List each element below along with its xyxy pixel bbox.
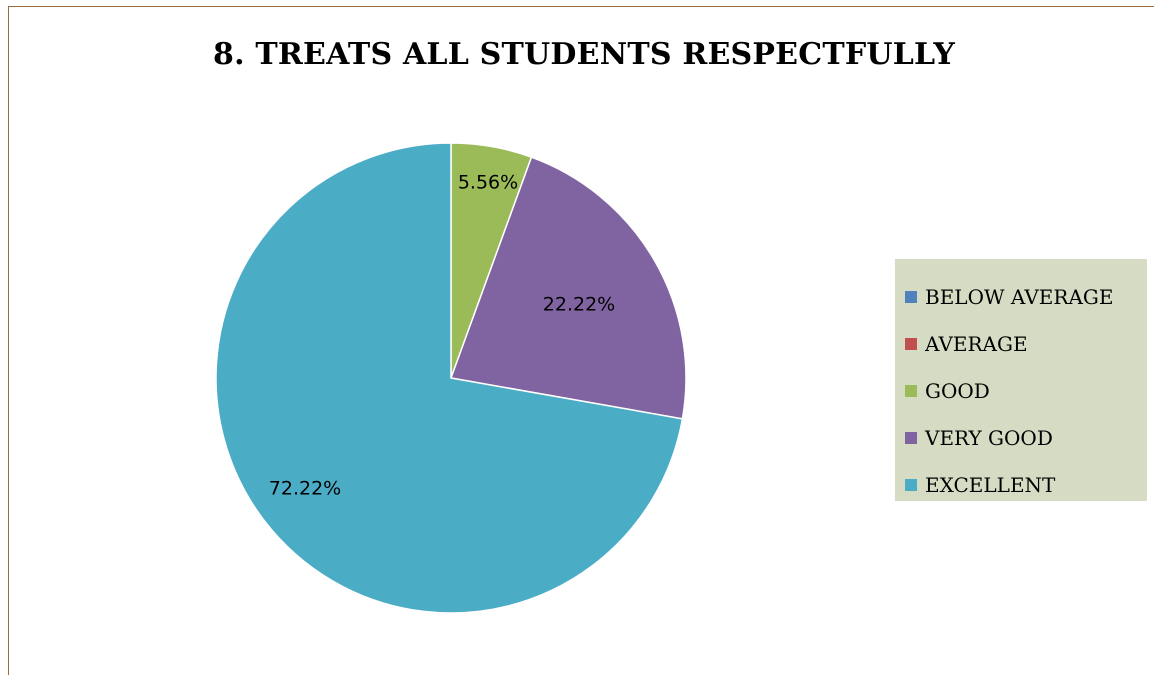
legend-swatch xyxy=(905,431,917,444)
data-label-excellent: 72.22% xyxy=(269,478,341,500)
legend: BELOW AVERAGE AVERAGE GOOD VERY GOOD EXCELLE… xyxy=(895,259,1147,501)
pie-slice-very-good xyxy=(449,156,687,420)
pie-slice-excellent xyxy=(215,142,684,614)
legend-label: BELOW AVERAGE xyxy=(925,284,1114,309)
legend-item-below-average: BELOW AVERAGE xyxy=(905,273,1147,320)
legend-swatch xyxy=(905,384,917,397)
data-label-good: 5.56% xyxy=(458,172,518,194)
legend-item-good: GOOD xyxy=(905,367,1147,414)
legend-item-average: AVERAGE xyxy=(905,320,1147,367)
pie-chart: 5.56% 22.22% 72.22% xyxy=(215,142,687,614)
chart-frame: 8. TREATS ALL STUDENTS RESPECTFULLY 5.56… xyxy=(8,6,1154,675)
legend-label: EXCELLENT xyxy=(925,472,1056,497)
legend-item-excellent: EXCELLENT xyxy=(905,461,1147,508)
data-label-very-good: 22.22% xyxy=(543,294,615,316)
legend-swatch xyxy=(905,478,917,491)
legend-swatch xyxy=(905,337,917,350)
chart-title: 8. TREATS ALL STUDENTS RESPECTFULLY xyxy=(213,37,955,72)
legend-item-very-good: VERY GOOD xyxy=(905,414,1147,461)
legend-label: GOOD xyxy=(925,378,990,403)
legend-swatch xyxy=(905,290,917,303)
legend-label: VERY GOOD xyxy=(925,425,1053,450)
legend-label: AVERAGE xyxy=(925,331,1028,356)
